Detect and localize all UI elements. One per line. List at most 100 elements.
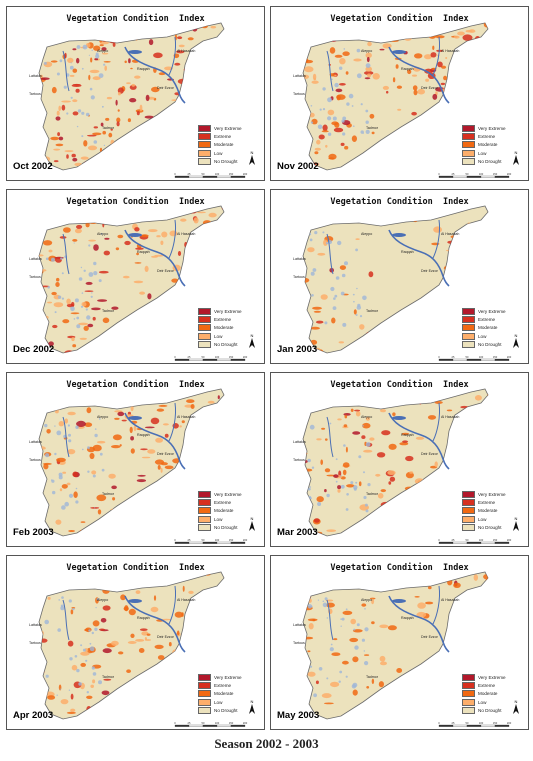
place-label: Raqqah bbox=[137, 433, 150, 437]
scale-label: 100 bbox=[215, 721, 220, 725]
scale-label: 0 bbox=[438, 721, 440, 725]
map-title: Vegetation Condition Index bbox=[66, 380, 205, 390]
country-outline bbox=[302, 22, 489, 171]
map-title: Vegetation Condition Index bbox=[330, 14, 469, 24]
place-label: Tadmor bbox=[102, 126, 115, 130]
scale-bar-segment bbox=[480, 175, 496, 178]
legend-label: Low bbox=[478, 516, 487, 522]
legend-swatch bbox=[198, 341, 211, 349]
legend-label: Extreme bbox=[214, 683, 232, 689]
river bbox=[388, 46, 450, 104]
scale-label: 150 bbox=[493, 355, 498, 359]
legend-item: Moderate bbox=[198, 324, 242, 332]
legend-label: Moderate bbox=[478, 142, 498, 148]
scale-label: 150 bbox=[229, 538, 234, 542]
scale-label: 25 bbox=[452, 538, 455, 542]
scale-bar-segment bbox=[188, 541, 204, 544]
north-arrow-icon bbox=[513, 338, 519, 348]
legend-label: Extreme bbox=[214, 134, 232, 140]
legend-swatch bbox=[198, 673, 211, 681]
legend-item: Moderate bbox=[462, 690, 506, 698]
north-label: N bbox=[515, 333, 518, 338]
legend: Very Extreme Extreme Moderate Low No Drought bbox=[198, 490, 242, 532]
map-title: Vegetation Condition Index bbox=[330, 380, 469, 390]
legend-item: Moderate bbox=[198, 507, 242, 515]
month-label: Dec 2002 bbox=[13, 344, 55, 355]
legend-item: Very Extreme bbox=[462, 490, 506, 498]
legend-swatch bbox=[462, 316, 475, 324]
scale-label: 200 bbox=[243, 538, 248, 542]
scale-label: 100 bbox=[215, 172, 220, 176]
legend-label: Low bbox=[214, 516, 223, 522]
place-label: Aleppo bbox=[361, 598, 372, 602]
north-arrow-icon bbox=[513, 704, 519, 714]
country-outline bbox=[302, 571, 489, 720]
legend-item: No Drought bbox=[462, 158, 506, 166]
legend-item: Moderate bbox=[462, 324, 506, 332]
place-label: Al Hasakah bbox=[177, 598, 195, 602]
scale-bar-segment bbox=[202, 358, 218, 361]
legend-swatch bbox=[462, 698, 475, 706]
legend-swatch bbox=[198, 682, 211, 690]
legend: Very Extreme Extreme Moderate Low No Drought bbox=[198, 124, 242, 166]
legend-item: Low bbox=[462, 698, 506, 706]
scale-bar-segment bbox=[466, 175, 482, 178]
north-arrow-icon bbox=[513, 521, 519, 531]
syria-map: Lattakia Tartous Tadmor Deir Ezzor Al Hasaka… bbox=[293, 571, 519, 727]
legend-label: Moderate bbox=[478, 508, 498, 514]
scale-label: 100 bbox=[479, 721, 484, 725]
place-label: Lattakia bbox=[29, 440, 42, 444]
legend-swatch bbox=[198, 316, 211, 324]
scale-label: 150 bbox=[493, 538, 498, 542]
scale-label: 25 bbox=[188, 721, 191, 725]
legend-swatch bbox=[462, 682, 475, 690]
syria-map: Lattakia Tartous Tadmor Deir Ezzor Al Hasaka… bbox=[293, 22, 519, 178]
scale-label: 50 bbox=[466, 538, 469, 542]
legend-item: No Drought bbox=[198, 158, 242, 166]
map-title: Vegetation Condition Index bbox=[66, 563, 205, 573]
legend-swatch bbox=[462, 149, 475, 157]
legend-swatch bbox=[462, 507, 475, 515]
legend-label: Very Extreme bbox=[214, 491, 242, 497]
legend-swatch bbox=[462, 690, 475, 698]
river bbox=[388, 229, 450, 287]
legend-item: Very Extreme bbox=[198, 490, 242, 498]
scale-bar-segment bbox=[438, 175, 454, 178]
country-outline bbox=[38, 205, 225, 354]
place-label: Al Hasakah bbox=[441, 49, 459, 53]
legend-swatch bbox=[462, 124, 475, 132]
legend-item: Moderate bbox=[198, 690, 242, 698]
scale-bar-segment bbox=[188, 175, 204, 178]
legend: Very Extreme Extreme Moderate Low No Drought bbox=[198, 307, 242, 349]
legend-label: No Drought bbox=[478, 525, 502, 531]
month-label: Mar 2003 bbox=[277, 527, 318, 538]
place-label: Al Hasakah bbox=[177, 415, 195, 419]
legend-item: Extreme bbox=[198, 681, 242, 690]
scale-label: 150 bbox=[493, 172, 498, 176]
scale-label: 150 bbox=[229, 172, 234, 176]
scale-bar-segment bbox=[174, 358, 190, 361]
legend-item: Low bbox=[462, 149, 506, 157]
map-title: Vegetation Condition Index bbox=[330, 197, 469, 207]
legend-item: Extreme bbox=[462, 681, 506, 690]
scale-label: 150 bbox=[493, 721, 498, 725]
map-title: Vegetation Condition Index bbox=[330, 563, 469, 573]
scale-bar-segment bbox=[174, 724, 190, 727]
north-label: N bbox=[251, 516, 254, 521]
place-label: Aleppo bbox=[97, 49, 108, 53]
place-label: Tadmor bbox=[102, 492, 115, 496]
scale-label: 50 bbox=[202, 172, 205, 176]
scale-label: 200 bbox=[507, 355, 512, 359]
scale-bar-segment bbox=[216, 175, 232, 178]
scale-bar-segment bbox=[202, 724, 218, 727]
river bbox=[124, 595, 186, 653]
legend-item: Very Extreme bbox=[462, 673, 506, 681]
map-title: Vegetation Condition Index bbox=[66, 14, 205, 24]
place-label: Tadmor bbox=[102, 675, 115, 679]
place-label: Lattakia bbox=[293, 74, 306, 78]
scale-bar-segment bbox=[494, 175, 510, 178]
place-label: Deir Ezzor bbox=[157, 452, 175, 456]
legend-label: Low bbox=[478, 699, 487, 705]
place-label: Deir Ezzor bbox=[421, 86, 439, 90]
lake bbox=[392, 599, 406, 603]
